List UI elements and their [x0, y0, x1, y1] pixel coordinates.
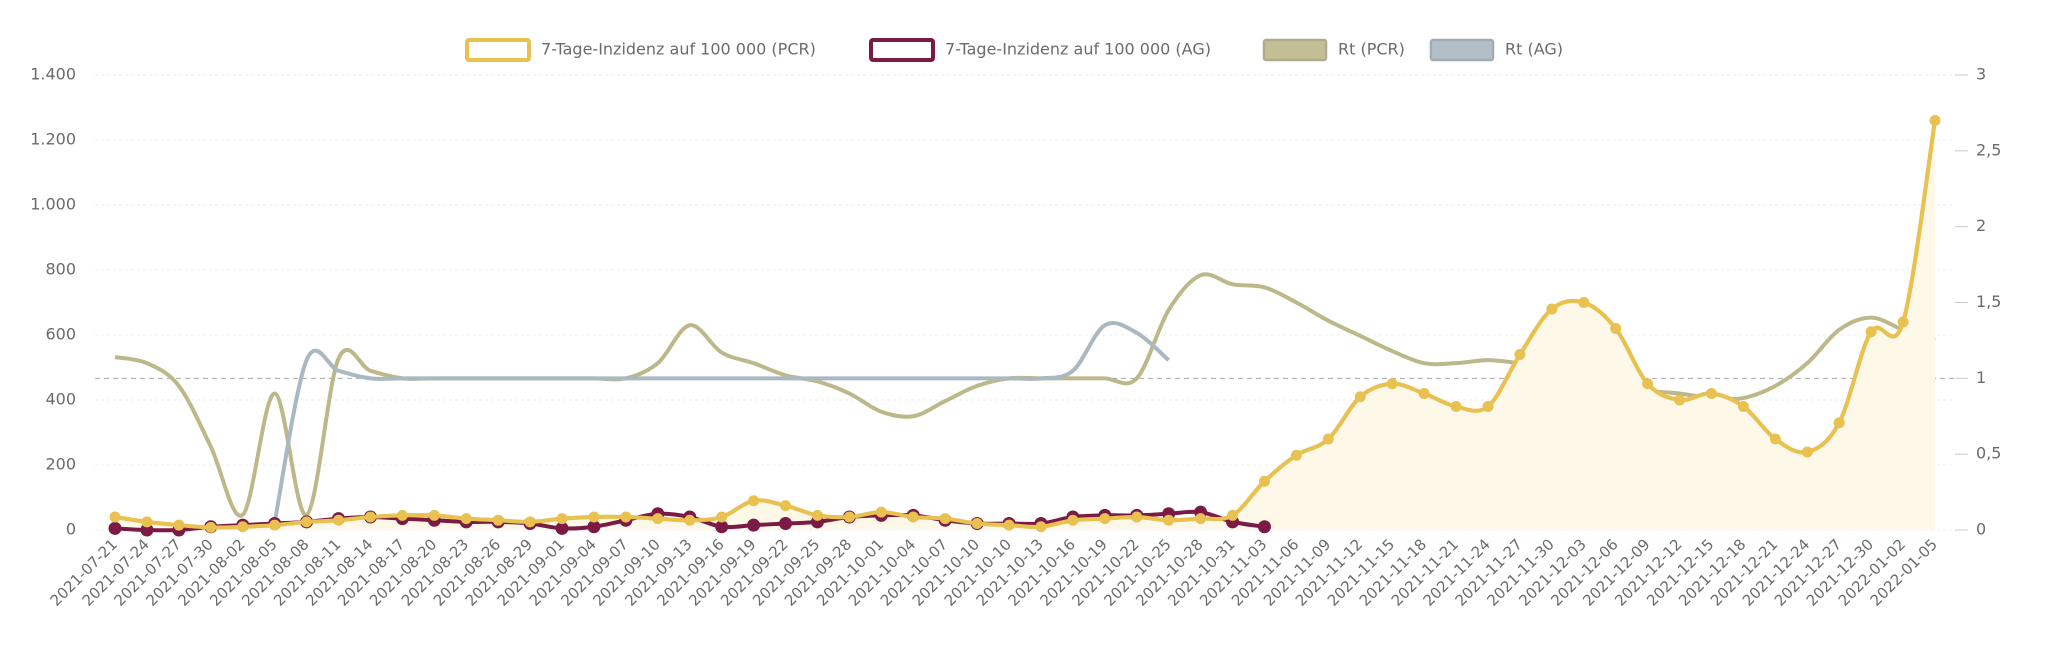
- legend-swatch: [869, 38, 935, 62]
- y2-tick-label: 1: [1976, 368, 1986, 387]
- series-line: [272, 320, 1171, 523]
- point: [1737, 401, 1749, 412]
- point: [140, 523, 154, 537]
- point: [1354, 391, 1366, 403]
- y-tick-label: 400: [45, 390, 76, 409]
- point: [556, 513, 568, 525]
- point: [1514, 349, 1526, 360]
- y2-tick-label: 0: [1976, 520, 1986, 539]
- point: [364, 511, 376, 523]
- point: [1418, 388, 1430, 399]
- point: [460, 513, 472, 525]
- point: [524, 516, 536, 528]
- point: [587, 520, 601, 534]
- point: [173, 519, 185, 531]
- point: [1674, 394, 1686, 406]
- point: [811, 509, 823, 521]
- point: [1035, 521, 1047, 533]
- legend-label: Rt (PCR): [1338, 40, 1405, 59]
- y2-tick-label: 2: [1976, 216, 1986, 235]
- point: [109, 511, 121, 523]
- point: [492, 514, 504, 526]
- y2-tick-label: 0,5: [1976, 444, 2001, 463]
- legend-item: Rt (PCR): [1262, 38, 1405, 62]
- y-tick-label: 1.400: [30, 65, 76, 84]
- point: [1929, 115, 1941, 126]
- point: [748, 495, 760, 507]
- legend-item: 7-Tage-Inzidenz auf 100 000 (AG): [869, 38, 1211, 62]
- point: [620, 511, 632, 523]
- point: [1546, 303, 1558, 315]
- legend-item: Rt (AG): [1429, 38, 1563, 62]
- point: [301, 516, 313, 528]
- y-tick-label: 600: [45, 325, 76, 344]
- point: [1705, 388, 1717, 399]
- point: [269, 519, 281, 531]
- point: [333, 514, 345, 526]
- point: [1003, 519, 1015, 531]
- point: [205, 521, 217, 533]
- point: [1322, 433, 1334, 445]
- y-tick-label: 1.200: [30, 130, 76, 149]
- point: [1290, 449, 1302, 461]
- point: [1642, 378, 1654, 390]
- point: [1257, 520, 1271, 534]
- point: [875, 506, 887, 518]
- point: [939, 513, 951, 525]
- point: [971, 518, 983, 529]
- point: [843, 511, 855, 523]
- point: [555, 521, 569, 535]
- point: [588, 511, 600, 523]
- point: [1450, 401, 1462, 412]
- point: [779, 517, 793, 530]
- point: [747, 518, 761, 532]
- point: [108, 521, 122, 535]
- point: [1067, 514, 1079, 526]
- point: [1099, 513, 1111, 525]
- legend-label: 7-Tage-Inzidenz auf 100 000 (AG): [945, 40, 1211, 59]
- y-tick-label: 0: [66, 520, 76, 539]
- point: [1482, 401, 1494, 412]
- point: [1801, 446, 1813, 458]
- legend-swatch-border: [1262, 38, 1328, 62]
- legend-swatch: [465, 38, 531, 62]
- point: [1258, 475, 1270, 487]
- point: [1163, 514, 1175, 526]
- point: [1227, 509, 1239, 521]
- legend-swatch: [1430, 39, 1494, 61]
- point: [1769, 433, 1781, 445]
- point: [1865, 326, 1877, 338]
- point: [141, 516, 153, 528]
- legend-swatch: [1263, 39, 1327, 61]
- area: [115, 120, 1935, 530]
- point: [1195, 513, 1207, 525]
- y-tick-label: 800: [45, 260, 76, 279]
- point: [652, 513, 664, 525]
- point: [396, 509, 408, 521]
- point: [1833, 417, 1845, 429]
- legend-label: 7-Tage-Inzidenz auf 100 000 (PCR): [541, 40, 816, 59]
- point: [1386, 378, 1398, 390]
- point: [715, 520, 729, 534]
- y2-tick-label: 2,5: [1976, 140, 2001, 159]
- point: [1610, 323, 1622, 334]
- point: [428, 509, 440, 521]
- y-tick-label: 1.000: [30, 195, 76, 214]
- point: [1897, 316, 1909, 328]
- point: [1578, 297, 1590, 308]
- y2-tick-label: 1,5: [1976, 292, 2001, 311]
- legend-item: 7-Tage-Inzidenz auf 100 000 (PCR): [465, 38, 816, 62]
- point: [907, 511, 919, 523]
- point: [1131, 511, 1143, 523]
- y-tick-label: 200: [45, 455, 76, 474]
- legend-swatch-border: [1429, 38, 1495, 62]
- y2-tick-label: 3: [1976, 65, 1986, 84]
- point: [780, 500, 792, 512]
- point: [716, 511, 728, 523]
- point: [684, 514, 696, 526]
- point: [237, 521, 249, 533]
- legend-label: Rt (AG): [1505, 40, 1563, 59]
